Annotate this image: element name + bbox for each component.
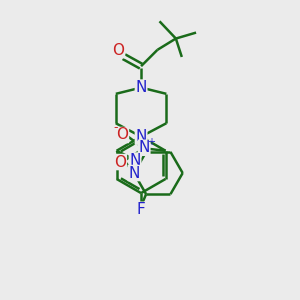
Text: F: F — [137, 202, 146, 217]
Text: O: O — [114, 154, 126, 169]
Text: O: O — [112, 43, 124, 58]
Text: N: N — [138, 140, 150, 155]
Text: N: N — [135, 129, 147, 144]
Text: N: N — [129, 153, 141, 168]
Text: O: O — [116, 128, 128, 142]
Text: -: - — [113, 121, 118, 134]
Text: N: N — [135, 80, 147, 95]
Text: +: + — [147, 137, 155, 147]
Text: N: N — [128, 166, 140, 181]
